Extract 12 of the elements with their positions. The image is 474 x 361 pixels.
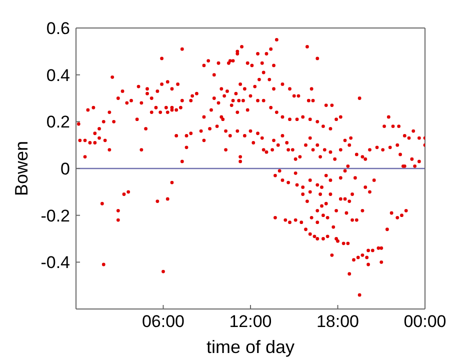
x-tick-label: 18:00 — [316, 312, 360, 332]
y-tick-label: 0.2 — [46, 112, 70, 132]
y-tick-label: 0.4 — [46, 66, 70, 85]
y-tick-label: 0.6 — [46, 19, 70, 38]
x-axis-title: time of day — [206, 337, 295, 357]
x-tick-label: 00:00 — [404, 312, 446, 332]
y-axis-title: Bowen — [11, 140, 32, 196]
y-tick-label: 0 — [60, 160, 70, 179]
x-tick-label: 12:00 — [229, 312, 272, 332]
y-tick-label: -0.4 — [40, 253, 70, 272]
y-tick-label: -0.2 — [40, 206, 70, 226]
x-tick-label: 06:00 — [142, 312, 185, 332]
